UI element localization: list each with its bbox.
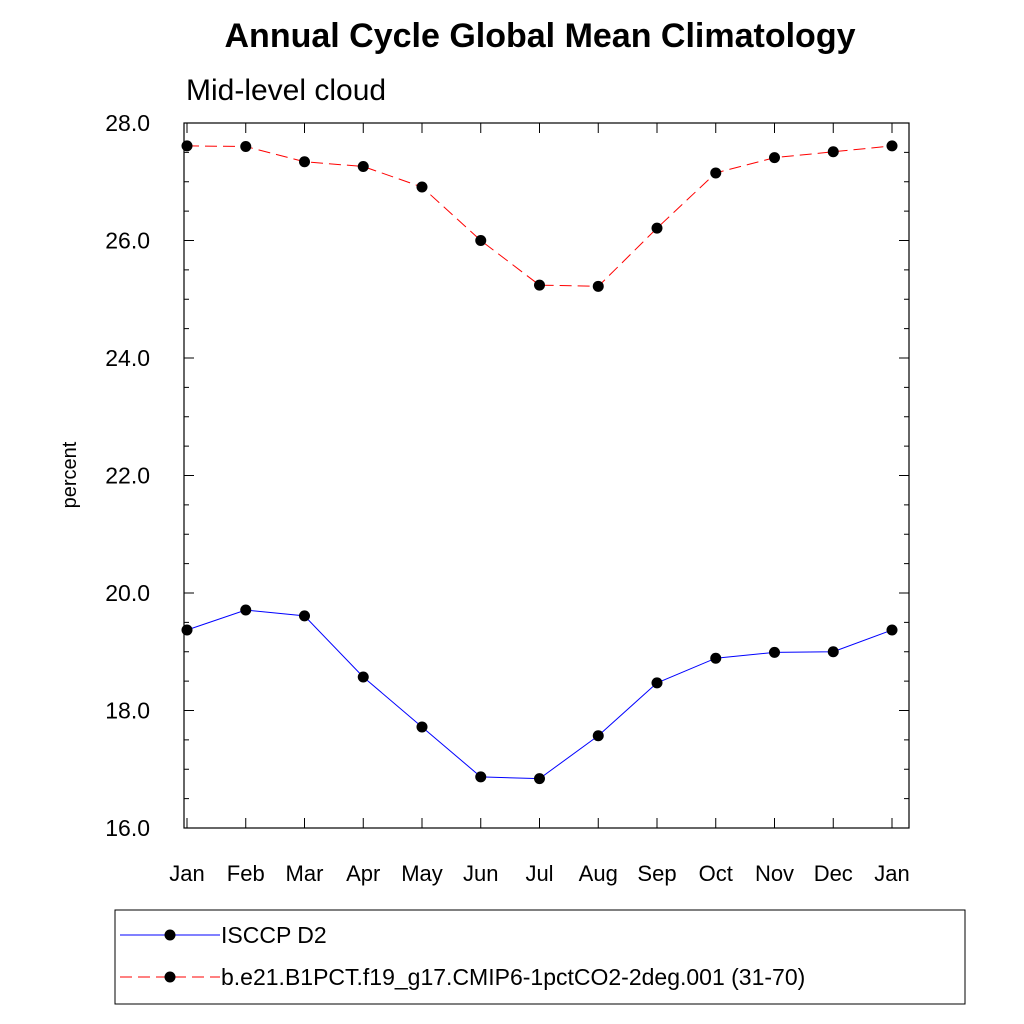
x-tick-label: Feb: [227, 861, 265, 886]
series-1-point: [240, 604, 252, 616]
series-line-2: [186, 145, 893, 287]
x-tick-label: May: [401, 861, 443, 886]
x-tick-label: Nov: [755, 861, 794, 886]
x-tick-label: Jul: [525, 861, 553, 886]
y-tick-label: 22.0: [105, 463, 150, 489]
series-2-point: [357, 160, 369, 172]
x-tick-label: Mar: [286, 861, 324, 886]
series-1-point: [827, 646, 839, 658]
legend-box: [114, 909, 966, 1005]
series-1-point: [181, 624, 193, 636]
x-tick-label: Apr: [346, 861, 380, 886]
series-line-1: [186, 609, 893, 780]
legend: ISCCP D2 b.e21.B1PCT.f19_g17.CMIP6-1pctCO…: [114, 909, 966, 1005]
legend-marker-1: [164, 929, 176, 941]
y-tick-label: 16.0: [105, 815, 150, 841]
series-2-point: [299, 156, 310, 168]
legend-marker-2: [164, 971, 176, 983]
series-2-point: [181, 140, 193, 152]
x-tick-label: Aug: [579, 861, 618, 886]
series-2-point: [475, 235, 487, 246]
y-tick-label: 20.0: [105, 580, 150, 606]
x-tick-label: Jan: [874, 861, 909, 886]
series-2-point: [886, 140, 898, 152]
series-1-point: [710, 652, 722, 664]
y-tick-label: 28.0: [105, 110, 150, 136]
series-1-point: [651, 677, 663, 689]
plot-frame: [183, 122, 910, 829]
chart-subtitle: Mid-level cloud: [186, 74, 386, 107]
series-1-point: [886, 624, 898, 636]
series-1-point: [534, 773, 545, 785]
series-1-point: [769, 646, 780, 658]
series-1-point: [475, 771, 487, 783]
series-2-point: [710, 167, 722, 179]
x-tick-label: Dec: [814, 861, 853, 886]
x-tick-label: Jun: [463, 861, 498, 886]
series-2-point: [416, 181, 428, 193]
series-1-point: [592, 730, 604, 742]
series-1-point: [416, 721, 428, 733]
chart-title: Annual Cycle Global Mean Climatology: [225, 17, 856, 55]
y-axis-label: percent: [59, 441, 81, 508]
legend-label-2: b.e21.B1PCT.f19_g17.CMIP6-1pctCO2-2deg.0…: [221, 964, 805, 990]
y-tick-label: 26.0: [105, 228, 150, 254]
series-2-point: [827, 146, 839, 158]
series-2-point: [534, 279, 545, 291]
plot-area: 16.0 18.0 20.0 22.0 24.0 26.0 28.0 Jan Feb Mar Apr…: [105, 110, 910, 886]
x-tick-label: Oct: [699, 861, 733, 886]
series-2-point: [651, 222, 663, 234]
legend-label-1: ISCCP D2: [221, 922, 327, 948]
series-1-point: [299, 610, 310, 622]
y-tick-label: 24.0: [105, 345, 150, 371]
series-2-point: [769, 152, 780, 164]
legend-items: ISCCP D2 b.e21.B1PCT.f19_g17.CMIP6-1pctCO…: [120, 922, 805, 990]
x-tick-label: Sep: [637, 861, 676, 886]
series-1-point: [357, 671, 369, 683]
series-2-point: [240, 141, 252, 152]
x-tick-label: Jan: [169, 861, 204, 886]
y-tick-label: 18.0: [105, 698, 150, 724]
series-2-point: [592, 280, 604, 292]
